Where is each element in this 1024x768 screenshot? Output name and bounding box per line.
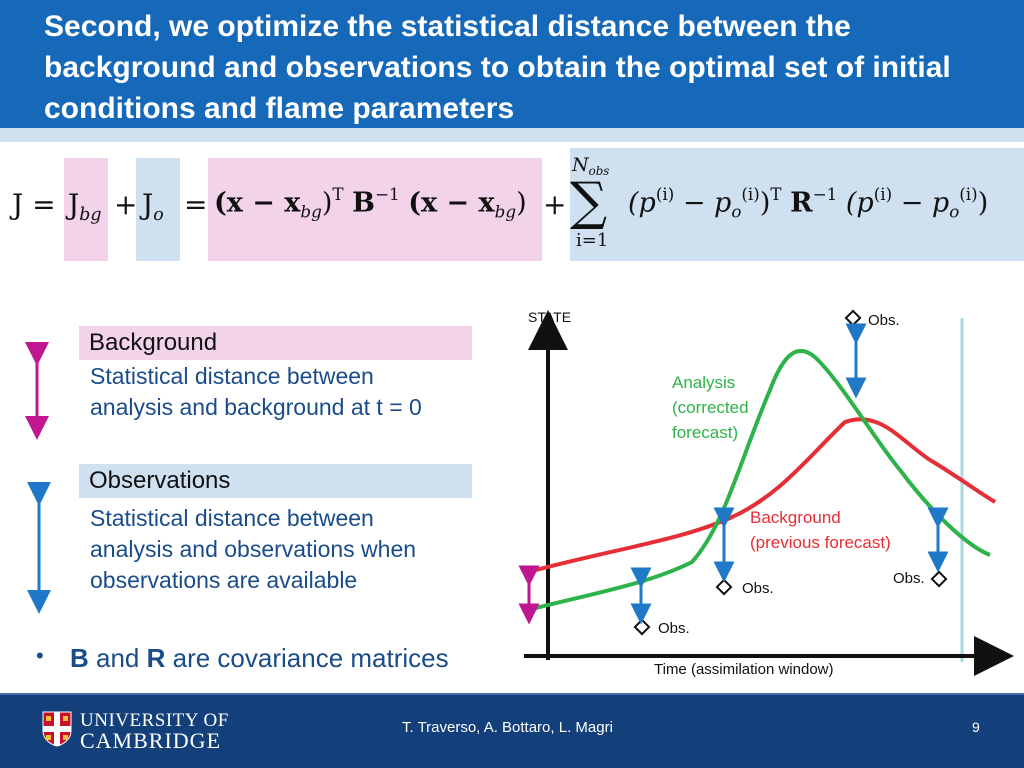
background-curve-label: Background (previous forecast) [750, 508, 891, 552]
svg-text:(previous forecast): (previous forecast) [750, 533, 891, 552]
background-description: Statistical distance between analysis an… [90, 363, 422, 420]
plus-sign-1: + [114, 188, 138, 221]
y-axis-label: STATE [528, 309, 571, 325]
observation-marker [633, 618, 651, 636]
analysis-curve [535, 348, 991, 610]
left-arrows [25, 342, 51, 614]
observation-marker [715, 578, 733, 596]
slide-title: Second, we optimize the statistical dist… [44, 10, 951, 125]
observation-marker [930, 570, 948, 588]
obs-label: Obs. [893, 570, 925, 587]
obs-label: Obs. [868, 312, 900, 329]
svg-text:(corrected: (corrected [672, 398, 749, 417]
background-term-highlight [208, 158, 542, 261]
footer-strip [0, 693, 1024, 695]
footer: UNIVERSITY OF CAMBRIDGE T. Traverso, A. … [0, 693, 1024, 768]
svg-text:Analysis: Analysis [672, 373, 735, 392]
observations-label: Observations [79, 464, 472, 498]
observations-description: Statistical distance between analysis an… [90, 505, 417, 593]
university-wordmark: UNIVERSITY OF CAMBRIDGE [80, 710, 229, 753]
background-term: (x − xbg)T B−1 (x − xbg) [214, 184, 527, 222]
title-underline-strip [0, 128, 1024, 142]
sum-upper-limit: Nobs [572, 154, 610, 179]
page-number: 9 [972, 719, 980, 735]
sum-lower-limit: i=1 [576, 230, 609, 251]
observation-marker [844, 309, 862, 327]
title-bar [0, 0, 1024, 142]
cambridge-shield-icon [42, 711, 72, 747]
cost-function-equation: J = Jbg + Jo = (x − xbg)T B−1 (x − xbg) … [0, 148, 1024, 266]
plus-sign-2: + [543, 188, 567, 221]
sum-symbol: ∑ [570, 172, 608, 232]
svg-text:Background: Background [750, 508, 841, 527]
authors: T. Traverso, A. Bottaro, L. Magri [402, 719, 613, 736]
observation-term-highlight [570, 148, 1024, 261]
jbg-term: Jbg [68, 188, 102, 226]
equation-lhs: J = [12, 188, 56, 221]
x-axis-label: Time (assimilation window) [654, 661, 834, 678]
jo-term: Jo [142, 188, 164, 226]
background-label: Background [79, 326, 472, 360]
jo-highlight [136, 158, 180, 261]
obs-label: Obs. [658, 620, 690, 637]
observation-term: (p(i) − po(i))T R−1 (p(i) − po(i)) [628, 184, 989, 222]
assimilation-diagram: STATE Time (assimilation window) Analysi… [518, 309, 1014, 678]
svg-text:forecast): forecast) [672, 423, 738, 442]
obs-label: Obs. [742, 580, 774, 597]
analysis-label: Analysis (corrected forecast) [672, 373, 749, 442]
covariance-text: B and R are covariance matrices [70, 643, 449, 673]
background-curve [535, 417, 997, 572]
bullet-dot: • [36, 643, 44, 668]
equals-sign-2: = [184, 188, 208, 221]
jbg-highlight [64, 158, 108, 261]
